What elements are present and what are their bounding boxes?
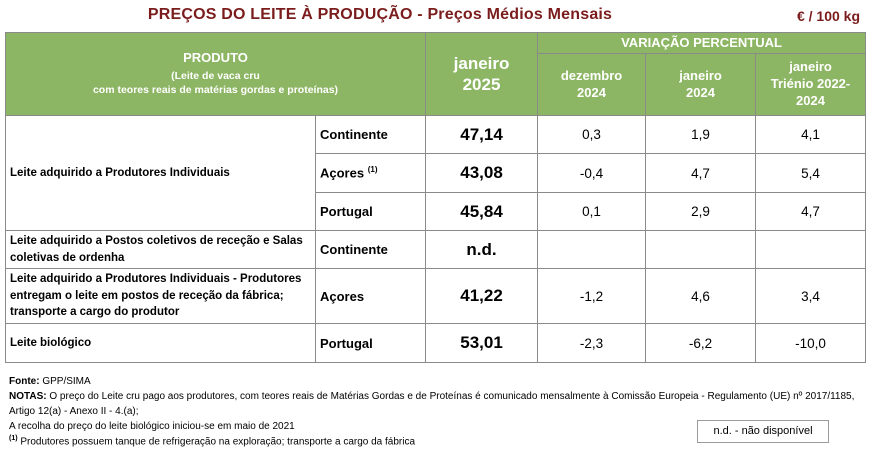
header-product-title: PRODUTO	[183, 50, 248, 66]
header-product: PRODUTO (Leite de vaca cru com teores rea…	[4, 32, 427, 116]
table-row: Açores (1) 43,08 -0,4 4,7 5,4	[6, 153, 867, 193]
table-row: Portugal 45,84 0,1 2,9 4,7	[6, 192, 867, 231]
group-label: Leite adquirido a Produtores Individuais	[5, 115, 316, 231]
header-current-month: janeiro 2025	[425, 32, 539, 116]
variation-cell: 3,4	[755, 268, 867, 324]
price-cell: 43,08	[425, 153, 539, 193]
variation-cell: -1,2	[537, 268, 647, 324]
group-label: Leite biológico	[5, 323, 316, 363]
variation-cell: 0,1	[537, 192, 647, 231]
variation-cell: 4,7	[755, 192, 867, 231]
table-row: Leite biológico Portugal 53,01 -2,3 -6,2…	[5, 323, 867, 363]
price-cell: 53,01	[425, 323, 539, 363]
variation-cell	[755, 230, 867, 269]
header-product-subtitle: (Leite de vaca cru com teores reais de ma…	[92, 70, 339, 96]
region-cell: Açores (1)	[314, 153, 427, 193]
footnote-marker: (1)	[367, 165, 378, 175]
region-cell: Continente	[314, 115, 427, 154]
legend-box: n.d. - não disponível	[697, 420, 829, 443]
header-col-january-2024: janeiro 2024	[645, 53, 757, 116]
variation-cell: 4,6	[645, 268, 757, 324]
group-label: Leite adquirido a Produtores Individuais…	[5, 268, 316, 324]
price-table: PRODUTO (Leite de vaca cru com teores rea…	[4, 32, 867, 363]
variation-cell: 1,9	[645, 115, 757, 154]
footnote: (1) Produtores possuem tanque de refrige…	[9, 435, 416, 448]
page-title: PREÇOS DO LEITE À PRODUÇÃO - Preços Médi…	[147, 6, 613, 23]
group-label: Leite adquirido a Postos coletivos de re…	[5, 230, 316, 269]
notes-section: Fonte: GPP/SIMA NOTAS: O preço do Leite …	[9, 374, 869, 449]
table-row: Leite adquirido a Produtores Individuais…	[5, 268, 867, 324]
region-cell: Portugal	[314, 192, 427, 231]
header-variation: VARIAÇÃO PERCENTUAL	[537, 32, 867, 54]
unit-label: € / 100 kg	[796, 8, 860, 24]
variation-cell: -6,2	[645, 323, 757, 363]
table-row: Leite adquirido a Produtores Individuais…	[5, 115, 867, 231]
price-cell: 45,84	[425, 192, 539, 231]
variation-cell: -0,4	[537, 153, 647, 193]
variation-cell	[645, 230, 757, 269]
variation-cell: 4,7	[645, 153, 757, 193]
variation-cell	[537, 230, 647, 269]
region-cell: Continente	[314, 230, 427, 269]
bio-note: A recolha do preço do leite biológico in…	[9, 421, 295, 432]
variation-cell: -2,3	[537, 323, 647, 363]
variation-cell: 5,4	[755, 153, 867, 193]
price-cell: 41,22	[425, 268, 539, 324]
header-col-triennium: janeiro Triénio 2022- 2024	[755, 53, 867, 116]
variation-cell: -10,0	[755, 323, 867, 363]
variation-cell: 4,1	[755, 115, 867, 154]
price-cell: n.d.	[425, 230, 539, 269]
variation-cell: 2,9	[645, 192, 757, 231]
source-line: Fonte: GPP/SIMA	[9, 376, 91, 387]
notes-line: NOTAS: O preço do Leite cru pago aos pro…	[9, 391, 855, 417]
table-row: Leite adquirido a Postos coletivos de re…	[5, 230, 867, 269]
price-cell: 47,14	[425, 115, 539, 154]
variation-cell: 0,3	[537, 115, 647, 154]
region-cell: Portugal	[314, 323, 427, 363]
header-col-december-2024: dezembro 2024	[537, 53, 647, 116]
region-cell: Açores	[314, 268, 427, 324]
